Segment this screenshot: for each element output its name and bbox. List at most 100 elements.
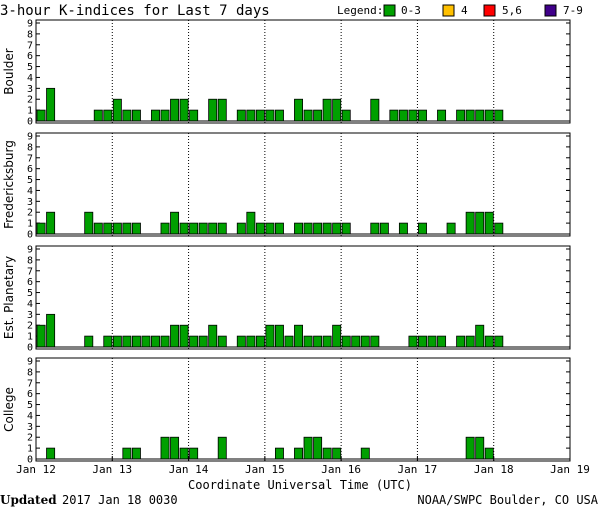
bar	[112, 222, 122, 235]
x-tick-label: Jan 14	[169, 463, 209, 476]
bar	[236, 335, 246, 348]
y-tick-label: 7	[27, 378, 33, 389]
bar	[246, 211, 256, 235]
bar	[208, 222, 218, 235]
bar	[170, 436, 180, 460]
bar	[131, 109, 141, 122]
bar	[313, 222, 323, 235]
y-tick-label: 5	[27, 400, 33, 411]
panels: 0123456789Boulder0123456789Fredericksbur…	[2, 19, 571, 466]
y-tick-label: 0	[27, 343, 33, 354]
bar	[179, 324, 189, 348]
legend-swatch-5-6	[483, 4, 496, 17]
bar	[494, 109, 504, 122]
bar	[341, 109, 351, 122]
bar	[189, 222, 199, 235]
bar	[484, 211, 494, 235]
bar	[160, 335, 170, 348]
bar	[217, 222, 227, 235]
bar	[84, 335, 94, 348]
y-tick-label: 1	[27, 219, 33, 230]
bar	[122, 222, 132, 235]
bar	[217, 436, 227, 460]
bar	[179, 222, 189, 235]
y-axis-label: College	[2, 387, 16, 432]
bar	[484, 335, 494, 348]
y-tick-label: 1	[27, 106, 33, 117]
legend-swatch-4	[442, 4, 455, 17]
bar	[36, 109, 46, 122]
bar	[217, 98, 227, 122]
bar	[370, 335, 380, 348]
bar	[265, 324, 275, 348]
bar	[398, 109, 408, 122]
y-tick-label: 9	[27, 245, 33, 256]
x-tick-label: Jan 17	[398, 463, 438, 476]
panel-frame	[35, 357, 571, 462]
legend-swatch-0-3	[383, 4, 396, 17]
updated-label: Updated	[0, 493, 57, 507]
y-tick-label: 2	[27, 321, 33, 332]
bar	[236, 109, 246, 122]
y-tick-label: 9	[27, 357, 33, 368]
y-tick-label: 4	[27, 186, 33, 197]
y-tick-label: 0	[27, 230, 33, 241]
bar	[494, 335, 504, 348]
bar	[475, 211, 485, 235]
bar	[160, 436, 170, 460]
bar	[437, 109, 447, 122]
x-axis-ticks: Jan 12 Jan 13 Jan 14 Jan 15 Jan 16 Jan 17 Jan …	[16, 456, 590, 476]
bar	[303, 436, 313, 460]
bar	[465, 211, 475, 235]
bar	[46, 447, 56, 460]
y-axis-label: Est. Planetary	[2, 256, 16, 339]
y-tick-label: 5	[27, 175, 33, 186]
bar	[93, 109, 103, 122]
bar	[160, 109, 170, 122]
bar	[313, 109, 323, 122]
legend: Legend: 0-3 4 5,6 7-9	[337, 4, 583, 17]
bar	[255, 222, 265, 235]
y-tick-label: 8	[27, 255, 33, 266]
bar	[456, 109, 466, 122]
bar	[46, 211, 56, 235]
y-tick-label: 4	[27, 299, 33, 310]
bar	[151, 335, 160, 348]
bar	[360, 447, 370, 460]
bar	[93, 222, 103, 235]
bar	[46, 87, 56, 122]
bar	[122, 335, 132, 348]
bar	[341, 335, 351, 348]
bar	[255, 335, 265, 348]
y-tick-label: 0	[27, 455, 33, 466]
bar	[322, 447, 332, 460]
bar	[332, 98, 342, 122]
x-tick-label: Jan 16	[321, 463, 361, 476]
bar	[437, 335, 447, 348]
bar	[360, 335, 370, 348]
x-tick-label: Jan 19	[550, 463, 590, 476]
bar	[198, 222, 208, 235]
y-tick-label: 2	[27, 95, 33, 106]
y-tick-label: 8	[27, 367, 33, 378]
bar	[179, 98, 189, 122]
bar	[465, 335, 475, 348]
bar	[265, 222, 275, 235]
bar	[322, 98, 332, 122]
bar	[379, 222, 389, 235]
legend-item-4: 4	[461, 4, 468, 17]
bar	[322, 222, 332, 235]
y-tick-label: 3	[27, 310, 33, 321]
source-credit: NOAA/SWPC Boulder, CO USA	[417, 493, 598, 507]
bar	[494, 222, 504, 235]
bar	[294, 222, 304, 235]
legend-item-7-9: 7-9	[563, 4, 583, 17]
x-tick-label: Jan 18	[474, 463, 514, 476]
bar	[36, 324, 46, 348]
bar	[198, 335, 208, 348]
bar	[294, 324, 304, 348]
